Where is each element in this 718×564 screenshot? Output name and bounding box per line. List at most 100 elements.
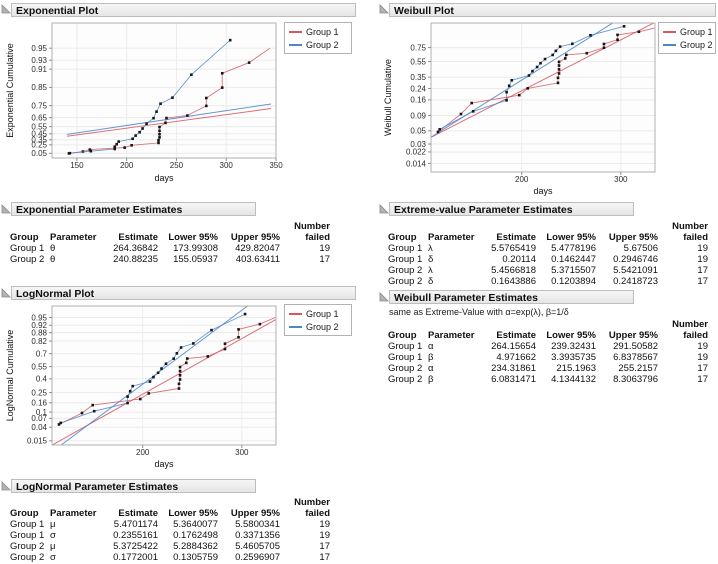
table-cell: 155.05937 (173, 254, 218, 265)
svg-text:300: 300 (220, 161, 234, 170)
table-row: Group 2 α 234.31861 215.1963 255.2157 17 (386, 363, 710, 374)
svg-text:0.07: 0.07 (31, 414, 47, 423)
table-row: Group 2 δ 0.1643886 0.1203894 0.2418723 17 (386, 276, 710, 287)
svg-text:0.95: 0.95 (31, 44, 47, 53)
svg-text:0.75: 0.75 (410, 43, 426, 52)
svg-text:200: 200 (120, 161, 134, 170)
table-row: Group 2 β 6.0831471 4.1344132 8.3063796 17 (386, 374, 710, 385)
disclosure-triangle-icon[interactable] (379, 4, 389, 14)
svg-text:days: days (154, 173, 174, 183)
column-header: Parameter (428, 330, 475, 341)
column-header: Lower 95% (168, 508, 218, 519)
table-cell: 17 (697, 374, 708, 385)
table-cell: λ (428, 265, 433, 276)
column-header: Group (388, 232, 417, 243)
table-cell: 173.99308 (173, 243, 218, 254)
svg-text:0.03: 0.03 (410, 140, 426, 149)
column-header: Number (672, 319, 708, 330)
table-cell: 3.3935735 (551, 352, 596, 363)
legend-label: Group 1 (680, 26, 713, 37)
section-title-exponential-estimates: Exponential Parameter Estimates (11, 202, 256, 216)
table-cell: σ (50, 530, 56, 541)
table-cell: 215.1963 (556, 363, 596, 374)
table-cell: 19 (319, 530, 330, 541)
disclosure-triangle-icon[interactable] (1, 204, 11, 214)
table-cell: 429.82047 (235, 243, 280, 254)
table-cell: Group 1 (388, 352, 423, 363)
column-header: Upper 95% (608, 232, 658, 243)
disclosure-triangle-icon[interactable] (1, 481, 11, 491)
column-header: Group (10, 232, 39, 243)
table-cell: 5.4605705 (235, 541, 280, 552)
table-cell: σ (50, 552, 56, 563)
lognormal-plot-chart[interactable]: 0.0150.040.070.10.160.250.40.550.70.820.… (0, 303, 360, 471)
table-cell: Group 2 (388, 276, 423, 287)
legend-label: Group 2 (306, 321, 339, 332)
table-cell: 5.67506 (623, 243, 658, 254)
disclosure-triangle-icon[interactable] (379, 204, 389, 214)
table-cell: 17 (319, 552, 330, 563)
exponential-parameter-table: Number Group Parameter Estimate Lower 95% Upp… (8, 221, 332, 265)
svg-text:0.25: 0.25 (31, 388, 47, 397)
table-cell: 0.1643886 (491, 276, 536, 287)
svg-text:0.04: 0.04 (31, 423, 47, 432)
table-cell: Group 1 (10, 243, 45, 254)
table-cell: 4.1344132 (551, 374, 596, 385)
legend-item-group2: Group 2 (289, 38, 347, 51)
disclosure-triangle-icon[interactable] (379, 292, 389, 302)
svg-text:0.16: 0.16 (31, 399, 47, 408)
table-cell: Group 1 (388, 254, 423, 265)
table-cell: 239.32431 (551, 341, 596, 352)
table-cell: 0.1203894 (551, 276, 596, 287)
svg-text:350: 350 (269, 161, 283, 170)
exponential-plot-chart[interactable]: 0.050.250.350.450.550.65 0.75 0.85 0.910.93… (0, 20, 360, 190)
table-cell: Group 1 (10, 519, 45, 530)
svg-text:0.015: 0.015 (27, 437, 48, 446)
table-row: Group 2 σ 0.1772001 0.1305759 0.2596907 17 (8, 552, 332, 563)
section-title-weibull-plot: Weibull Plot (389, 3, 716, 17)
table-cell: 0.2596907 (235, 552, 280, 563)
table-cell: 255.2157 (618, 363, 658, 374)
svg-text:0.16: 0.16 (410, 96, 426, 105)
table-cell: 5.3640077 (173, 519, 218, 530)
table-cell: 6.0831471 (491, 374, 536, 385)
table-cell: 5.2884362 (173, 541, 218, 552)
svg-text:200: 200 (515, 175, 529, 184)
svg-text:0.45: 0.45 (31, 130, 47, 139)
table-cell: Group 2 (388, 363, 423, 374)
table-cell: 5.4566818 (491, 265, 536, 276)
table-cell: 5.5800341 (235, 519, 280, 530)
legend-color-dash-icon (663, 30, 676, 33)
svg-text:days: days (533, 186, 553, 196)
table-row: Group 1 α 264.15654 239.32431 291.50582 19 (386, 341, 710, 352)
table-cell: 0.20114 (502, 254, 536, 265)
table-cell: θ (50, 254, 56, 265)
table-cell: Group 2 (10, 254, 45, 265)
svg-text:0.24: 0.24 (410, 84, 426, 93)
svg-text:0.92: 0.92 (31, 321, 47, 330)
table-row: Group 1 δ 0.20114 0.1462447 0.2946746 19 (386, 254, 710, 265)
svg-text:0.05: 0.05 (31, 149, 47, 158)
table-cell: δ (428, 276, 434, 287)
column-header: Estimate (118, 508, 158, 519)
column-header: Number (294, 221, 330, 232)
table-cell: 5.3725422 (113, 541, 158, 552)
column-header: failed (683, 330, 708, 341)
table-cell: 19 (697, 341, 708, 352)
table-row: Group 2 θ 240.88235 155.05937 403.63411 17 (8, 254, 332, 265)
legend-label: Group 2 (306, 39, 339, 50)
table-row: Group 2 μ 5.3725422 5.2884362 5.4605705 17 (8, 541, 332, 552)
section-title-lognormal-estimates: LogNormal Parameter Estimates (11, 479, 256, 493)
svg-text:0.022: 0.022 (406, 148, 427, 157)
column-header: Parameter (428, 232, 475, 243)
table-cell: 17 (319, 541, 330, 552)
disclosure-triangle-icon[interactable] (1, 4, 11, 14)
table-cell: 403.63411 (235, 254, 280, 265)
table-row: Group 1 θ 264.36842 173.99308 429.82047 19 (8, 243, 332, 254)
disclosure-triangle-icon[interactable] (1, 288, 11, 298)
svg-text:0.05: 0.05 (410, 127, 426, 136)
table-cell: 264.36842 (113, 243, 158, 254)
table-cell: μ (50, 519, 56, 530)
table-cell: 0.2355161 (113, 530, 158, 541)
